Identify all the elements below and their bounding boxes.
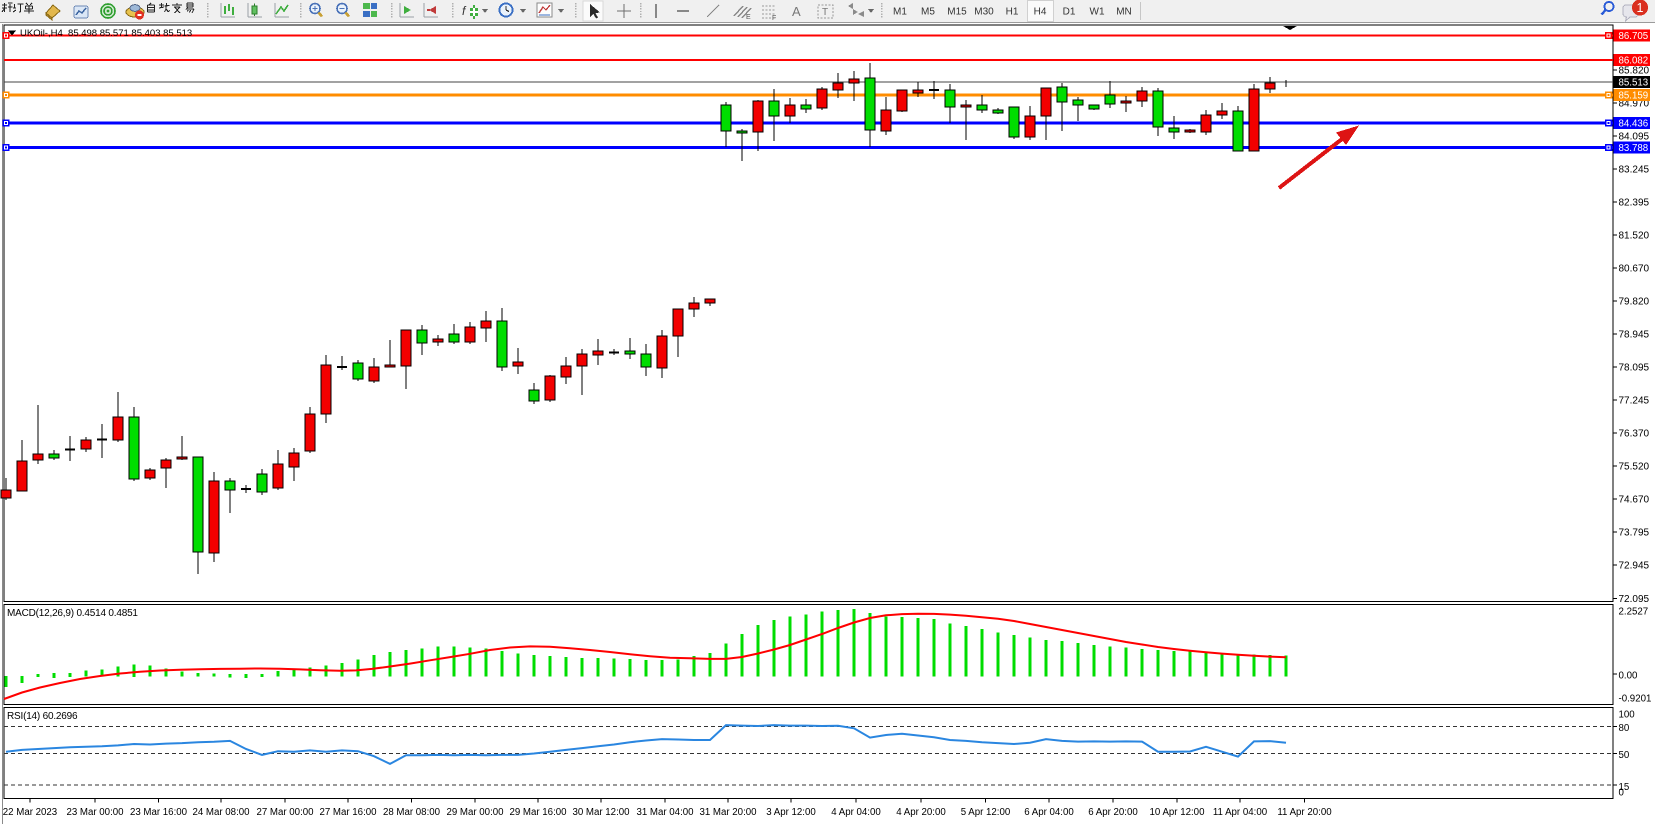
svg-text:H4: H4: [1034, 7, 1047, 18]
svg-text:74.670: 74.670: [1619, 495, 1650, 506]
svg-text:76.370: 76.370: [1619, 429, 1650, 440]
svg-text:83.245: 83.245: [1619, 165, 1650, 176]
svg-text:77.245: 77.245: [1619, 396, 1650, 407]
svg-text:29 Mar 00:00: 29 Mar 00:00: [446, 807, 504, 818]
svg-text:W1: W1: [1090, 7, 1105, 18]
svg-text:3 Apr 12:00: 3 Apr 12:00: [766, 807, 816, 818]
svg-text:100: 100: [1619, 710, 1636, 721]
svg-text:5 Apr 12:00: 5 Apr 12:00: [961, 807, 1011, 818]
svg-text:84.095: 84.095: [1619, 132, 1650, 143]
svg-text:4 Apr 04:00: 4 Apr 04:00: [831, 807, 881, 818]
svg-text:30 Mar 12:00: 30 Mar 12:00: [572, 807, 630, 818]
svg-text:80.670: 80.670: [1619, 264, 1650, 275]
svg-text:E: E: [746, 14, 751, 21]
svg-text:85.820: 85.820: [1619, 66, 1650, 77]
svg-text:22 Mar 2023: 22 Mar 2023: [3, 807, 57, 818]
svg-text:24 Mar 08:00: 24 Mar 08:00: [192, 807, 250, 818]
svg-text:11 Apr 04:00: 11 Apr 04:00: [1213, 807, 1268, 818]
svg-text:23 Mar 00:00: 23 Mar 00:00: [66, 807, 124, 818]
svg-text:83.788: 83.788: [1619, 143, 1649, 154]
svg-text:RSI(14) 60.2696: RSI(14) 60.2696: [7, 711, 78, 722]
svg-text:MN: MN: [1116, 7, 1132, 18]
svg-text:f: f: [462, 4, 467, 18]
svg-text:M15: M15: [947, 7, 967, 18]
svg-text:M1: M1: [893, 7, 907, 18]
svg-text:31 Mar 04:00: 31 Mar 04:00: [636, 807, 694, 818]
svg-text:81.520: 81.520: [1619, 231, 1650, 242]
svg-text:6 Apr 20:00: 6 Apr 20:00: [1088, 807, 1138, 818]
svg-text:2.2527: 2.2527: [1619, 607, 1649, 618]
svg-text:84.436: 84.436: [1619, 119, 1649, 130]
svg-text:M5: M5: [921, 7, 935, 18]
svg-text:80: 80: [1619, 723, 1630, 734]
svg-text:A: A: [792, 4, 801, 19]
svg-text:85.513: 85.513: [1619, 78, 1649, 89]
svg-text:MACD(12,26,9) 0.4514 0.4851: MACD(12,26,9) 0.4514 0.4851: [7, 608, 138, 619]
svg-text:31 Mar 20:00: 31 Mar 20:00: [699, 807, 757, 818]
svg-text:28 Mar 08:00: 28 Mar 08:00: [383, 807, 441, 818]
svg-text:27 Mar 16:00: 27 Mar 16:00: [319, 807, 377, 818]
svg-text:H1: H1: [1006, 7, 1019, 18]
svg-text:15: 15: [1619, 782, 1630, 793]
svg-text:4 Apr 20:00: 4 Apr 20:00: [896, 807, 946, 818]
svg-text:T: T: [822, 7, 828, 18]
svg-text:6 Apr 04:00: 6 Apr 04:00: [1024, 807, 1074, 818]
svg-text:D1: D1: [1063, 7, 1076, 18]
svg-text:78.095: 78.095: [1619, 363, 1650, 374]
svg-text:84.970: 84.970: [1619, 99, 1650, 110]
svg-text:29 Mar 16:00: 29 Mar 16:00: [509, 807, 567, 818]
svg-text:M30: M30: [974, 7, 994, 18]
svg-text:86.705: 86.705: [1619, 31, 1649, 42]
svg-text:23 Mar 16:00: 23 Mar 16:00: [130, 807, 188, 818]
svg-text:75.520: 75.520: [1619, 462, 1650, 473]
svg-text:10 Apr 12:00: 10 Apr 12:00: [1150, 807, 1206, 818]
svg-text:78.945: 78.945: [1619, 330, 1650, 341]
svg-text:72.945: 72.945: [1619, 561, 1650, 572]
svg-text:-0.9201: -0.9201: [1619, 694, 1652, 705]
svg-text:79.820: 79.820: [1619, 297, 1650, 308]
svg-text:73.795: 73.795: [1619, 528, 1650, 539]
svg-text:1: 1: [1637, 1, 1644, 15]
svg-text:0: 0: [1619, 788, 1625, 799]
svg-text:85.159: 85.159: [1619, 91, 1649, 102]
svg-text:72.095: 72.095: [1619, 594, 1650, 605]
svg-text:UKOil-,H4 85.498 85.571 85.40: UKOil-,H4 85.498 85.571 85.403 85.513: [20, 28, 192, 39]
svg-text:50: 50: [1619, 750, 1630, 761]
svg-text:27 Mar 00:00: 27 Mar 00:00: [256, 807, 314, 818]
svg-text:F: F: [772, 15, 776, 22]
svg-text:0.00: 0.00: [1619, 671, 1638, 682]
svg-text:86.082: 86.082: [1619, 56, 1649, 67]
svg-text:82.395: 82.395: [1619, 198, 1650, 209]
svg-text:11 Apr 20:00: 11 Apr 20:00: [1277, 807, 1332, 818]
